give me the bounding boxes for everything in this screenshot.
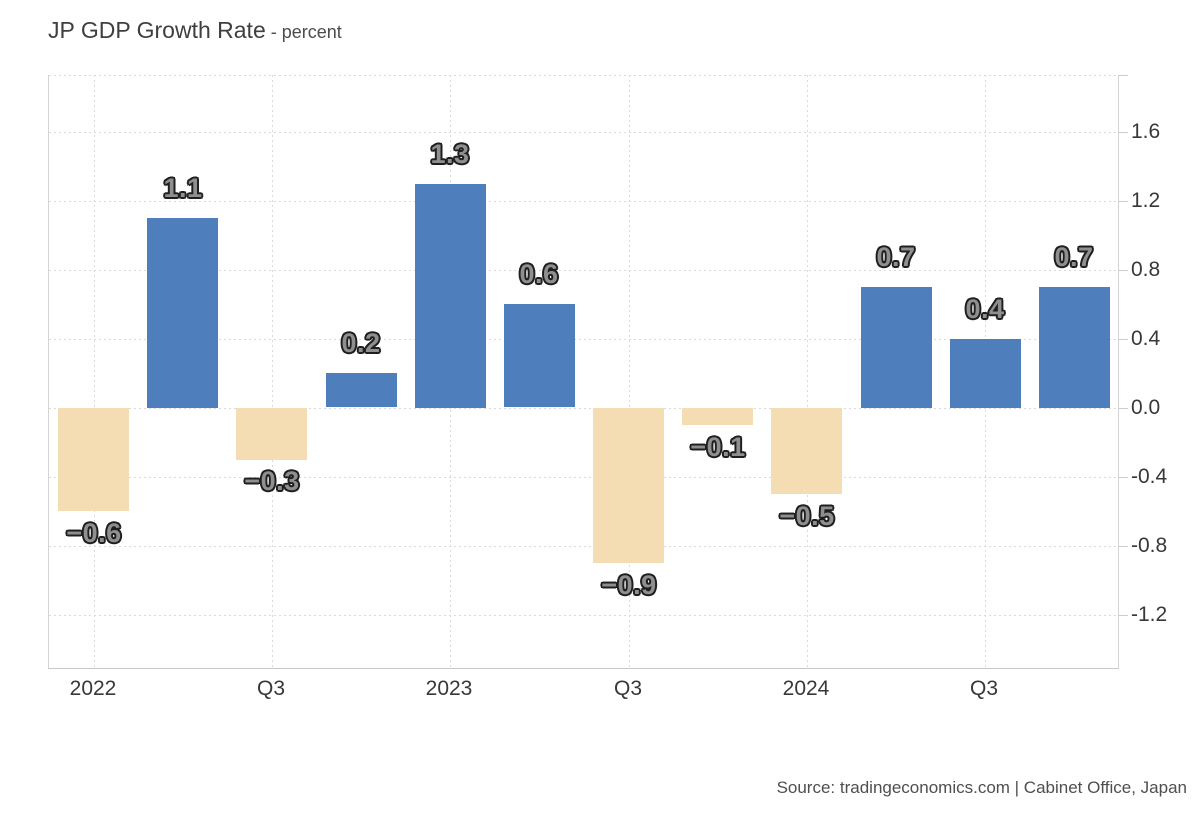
bar-value-label: 0.7 — [876, 242, 916, 272]
vertical-gridline — [94, 75, 95, 668]
y-axis-label: -0.4 — [1131, 465, 1168, 488]
y-axis-label: -0.8 — [1131, 534, 1168, 557]
bar-positive[interactable] — [950, 339, 1021, 408]
bar-negative[interactable] — [236, 408, 307, 460]
x-axis-label: 2023 — [425, 677, 473, 700]
horizontal-gridline — [49, 201, 1118, 202]
y-axis-tick — [1118, 75, 1128, 76]
y-axis-label: 0.4 — [1131, 327, 1161, 350]
bar-positive[interactable] — [147, 218, 218, 408]
y-axis-tick — [1118, 132, 1128, 133]
y-axis-label: 1.6 — [1131, 120, 1161, 143]
vertical-gridline — [272, 75, 273, 668]
bar-negative[interactable] — [771, 408, 842, 494]
bar-value-label: 0.7 — [1054, 242, 1094, 272]
bar-value-label: 0.4 — [965, 294, 1005, 324]
horizontal-gridline — [49, 75, 1118, 76]
y-axis-tick — [1118, 477, 1128, 478]
horizontal-gridline — [49, 270, 1118, 271]
x-axis-label: Q3 — [969, 677, 999, 700]
y-axis-label: 1.2 — [1131, 189, 1161, 212]
bar-positive[interactable] — [861, 287, 932, 408]
x-axis-label: Q3 — [256, 677, 286, 700]
bar-value-label: 0.6 — [519, 259, 559, 289]
chart-subtitle: - percent — [270, 22, 342, 42]
y-axis-label: 0.8 — [1131, 258, 1161, 281]
bar-negative[interactable] — [682, 408, 753, 425]
bar-positive[interactable] — [1039, 287, 1110, 408]
source-attribution: Source: tradingeconomics.com | Cabinet O… — [776, 778, 1187, 797]
horizontal-gridline — [49, 132, 1118, 133]
horizontal-gridline — [49, 615, 1118, 616]
x-axis-label: 2022 — [69, 677, 117, 700]
bar-negative[interactable] — [593, 408, 664, 563]
bar-value-label: 1.1 — [163, 173, 203, 203]
y-axis-tick — [1118, 546, 1128, 547]
bar-value-label: 1.3 — [430, 139, 470, 169]
y-axis-label: -1.2 — [1131, 603, 1168, 626]
bar-value-label: −0.9 — [601, 570, 657, 600]
y-axis-label: 0.0 — [1131, 396, 1161, 419]
x-axis-label: Q3 — [613, 677, 643, 700]
chart-title: JP GDP Growth Rate - percent — [48, 17, 342, 44]
bar-positive[interactable] — [326, 373, 397, 407]
bar-value-label: −0.5 — [779, 501, 835, 531]
y-axis-tick — [1118, 201, 1128, 202]
bar-negative[interactable] — [58, 408, 129, 511]
bar-value-label: 0.2 — [341, 328, 381, 358]
horizontal-gridline — [49, 546, 1118, 547]
bar-positive[interactable] — [504, 304, 575, 407]
bar-value-label: −0.6 — [66, 518, 122, 548]
horizontal-gridline — [49, 408, 1118, 409]
y-axis-tick — [1118, 408, 1128, 409]
bar-positive[interactable] — [415, 184, 486, 408]
plot-area: −0.6 1.1 −0.3 0.2 1.3 0.6 −0.9 −0.1 −0.5 0.7 0.4 0.… — [48, 75, 1119, 669]
y-axis-tick — [1118, 339, 1128, 340]
vertical-gridline — [807, 75, 808, 668]
bar-value-label: −0.1 — [690, 432, 746, 462]
y-axis-tick — [1118, 270, 1128, 271]
x-axis-label: 2024 — [782, 677, 830, 700]
horizontal-gridline — [49, 339, 1118, 340]
chart-title-main: JP GDP Growth Rate — [48, 17, 266, 43]
y-axis-tick — [1118, 615, 1128, 616]
vertical-gridline — [629, 75, 630, 668]
horizontal-gridline — [49, 477, 1118, 478]
bar-value-label: −0.3 — [244, 466, 300, 496]
